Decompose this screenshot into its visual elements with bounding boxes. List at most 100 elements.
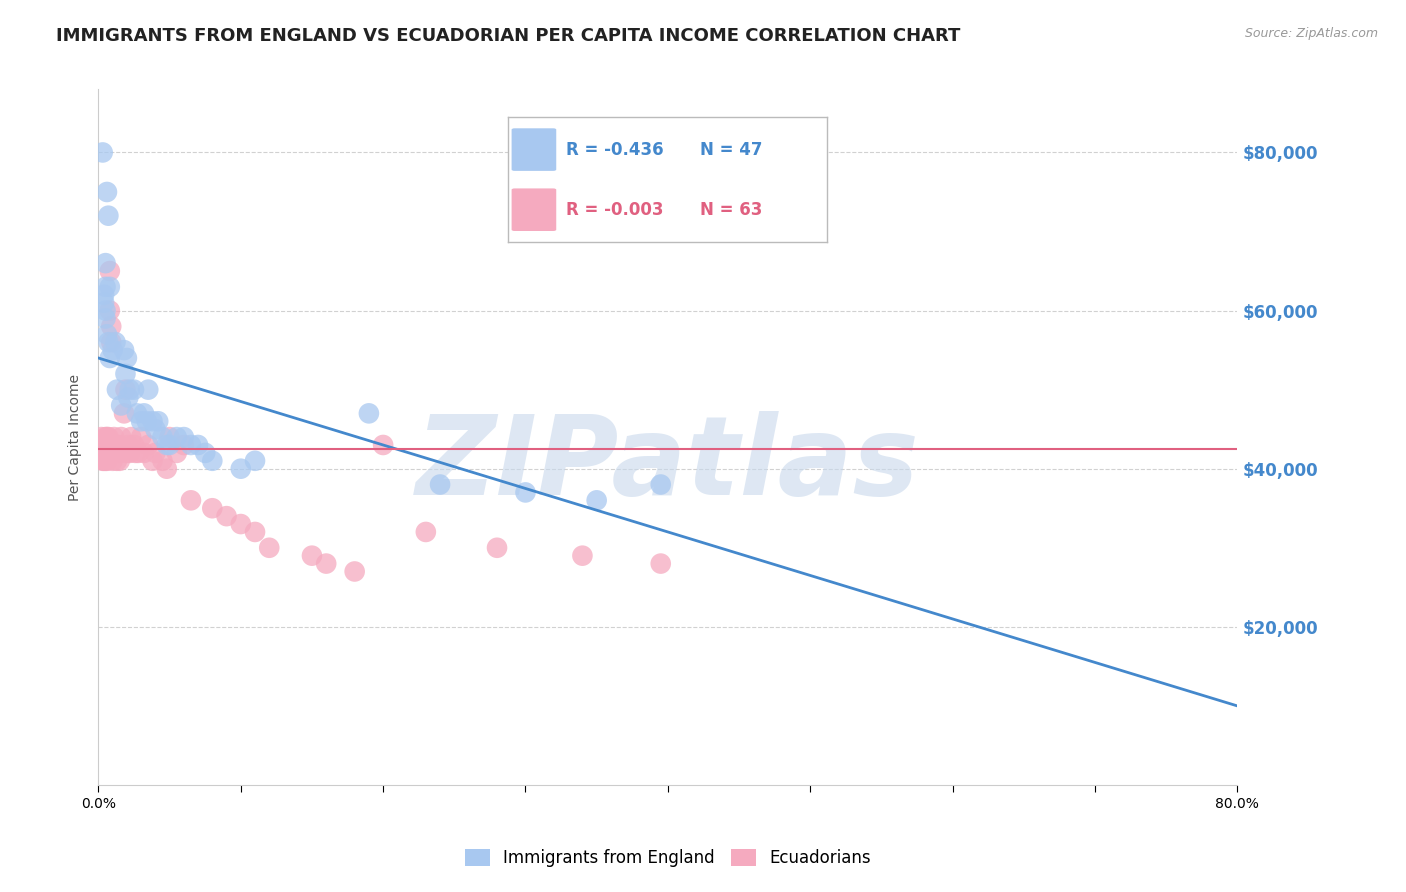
Point <box>114 367 136 381</box>
Point <box>571 549 593 563</box>
Point <box>166 430 188 444</box>
Point <box>93 295 115 310</box>
Point <box>107 438 129 452</box>
Point <box>96 446 118 460</box>
Legend: Immigrants from England, Ecuadorians: Immigrants from England, Ecuadorians <box>458 842 877 873</box>
Point <box>112 406 135 420</box>
Point <box>166 446 188 460</box>
Text: Source: ZipAtlas.com: Source: ZipAtlas.com <box>1244 27 1378 40</box>
Point <box>101 446 124 460</box>
Point <box>515 485 537 500</box>
Point <box>98 351 121 365</box>
Point <box>156 438 179 452</box>
Point <box>91 438 114 452</box>
Point <box>110 430 132 444</box>
Point <box>194 446 217 460</box>
Point <box>215 509 238 524</box>
Point <box>115 351 138 365</box>
Point <box>136 438 159 452</box>
Point <box>105 446 128 460</box>
Point <box>104 438 127 452</box>
Point <box>94 430 117 444</box>
Point <box>148 414 170 428</box>
Point <box>100 319 122 334</box>
Point <box>101 343 124 358</box>
Point <box>180 493 202 508</box>
Point <box>585 493 607 508</box>
Point <box>136 383 159 397</box>
Point <box>96 430 118 444</box>
Point <box>141 454 163 468</box>
Point <box>104 335 127 350</box>
Point <box>127 446 149 460</box>
Point <box>108 454 131 468</box>
Point <box>98 303 121 318</box>
Point <box>132 446 155 460</box>
Point <box>94 446 117 460</box>
Point <box>105 383 128 397</box>
Point <box>301 549 323 563</box>
Point <box>122 383 145 397</box>
Point <box>243 524 266 539</box>
Point <box>152 454 174 468</box>
Point <box>117 391 139 405</box>
Point <box>141 414 163 428</box>
Point <box>159 438 181 452</box>
Point <box>115 446 138 460</box>
Point <box>173 438 195 452</box>
Point <box>97 446 120 460</box>
Point <box>152 430 174 444</box>
Point <box>105 454 128 468</box>
Point <box>112 343 135 358</box>
Point <box>101 454 124 468</box>
Point <box>98 264 121 278</box>
Point <box>108 446 131 460</box>
Point <box>94 280 117 294</box>
Point <box>97 209 120 223</box>
Point <box>97 335 120 350</box>
Point <box>90 430 112 444</box>
Point <box>122 438 145 452</box>
Point <box>93 438 115 452</box>
Point <box>94 454 117 468</box>
Point <box>114 383 136 397</box>
Point <box>201 454 224 468</box>
Point <box>94 303 117 318</box>
Point <box>415 524 437 539</box>
Text: ZIPatlas: ZIPatlas <box>416 411 920 518</box>
Point <box>103 430 125 444</box>
Point <box>110 399 132 413</box>
Point <box>94 256 117 270</box>
Point <box>96 327 118 342</box>
Point <box>117 438 139 452</box>
Point <box>118 383 141 397</box>
Point <box>93 287 115 301</box>
Point <box>173 430 195 444</box>
Text: IMMIGRANTS FROM ENGLAND VS ECUADORIAN PER CAPITA INCOME CORRELATION CHART: IMMIGRANTS FROM ENGLAND VS ECUADORIAN PE… <box>56 27 960 45</box>
Point <box>357 406 380 420</box>
Point <box>229 516 252 531</box>
Point <box>93 446 115 460</box>
Point <box>180 438 202 452</box>
Point <box>135 414 157 428</box>
Point <box>96 454 118 468</box>
Point <box>91 454 114 468</box>
Point <box>315 557 337 571</box>
Point <box>118 446 141 460</box>
Point <box>91 446 114 460</box>
Point <box>129 430 152 444</box>
Point <box>229 461 252 475</box>
Point <box>187 438 209 452</box>
Point <box>100 335 122 350</box>
Point <box>120 430 142 444</box>
Point <box>124 446 146 460</box>
Point <box>429 477 451 491</box>
Point <box>91 145 114 160</box>
Point <box>373 438 395 452</box>
Point <box>98 280 121 294</box>
Point <box>650 557 672 571</box>
Point <box>129 414 152 428</box>
Point <box>650 477 672 491</box>
Point <box>259 541 281 555</box>
Point <box>145 446 167 460</box>
